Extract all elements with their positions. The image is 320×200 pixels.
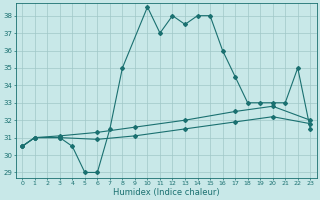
X-axis label: Humidex (Indice chaleur): Humidex (Indice chaleur) (113, 188, 220, 197)
